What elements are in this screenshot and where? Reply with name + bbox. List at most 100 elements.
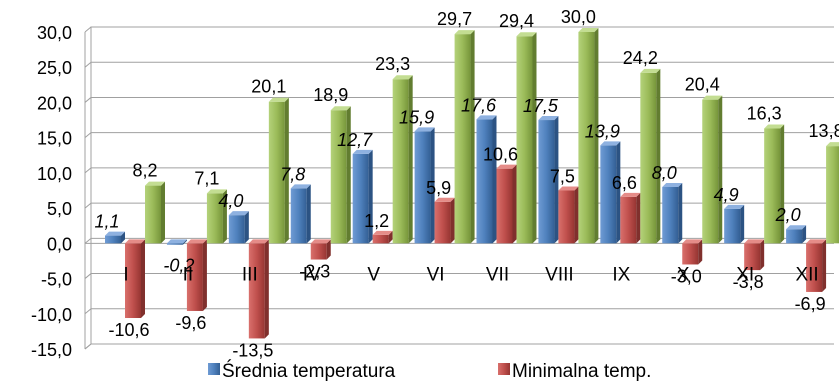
gridline-depth (84, 343, 92, 350)
legend: Średnia temperatura Minimalna temp. (208, 360, 651, 382)
legend-label: Minimalna temp. (512, 361, 651, 382)
bar-series-3 (454, 30, 475, 244)
x-tick-label: VIII (545, 264, 574, 285)
data-labels: 1,1 -10,6 8,2 -0,2 -9,6 7,1 4,0 -13,5 20,1 7,8 -2,… (94, 7, 839, 360)
bar-srednia (290, 184, 311, 244)
label-series-3: 24,2 (623, 48, 658, 68)
bar-srednia (600, 141, 621, 244)
y-tick-label: 25,0 (37, 58, 72, 78)
bar-srednia (166, 239, 187, 245)
gridline-depth (84, 308, 92, 315)
label-srednia: 12,7 (337, 130, 373, 150)
gridline-depth (84, 26, 92, 33)
label-series-3: 18,9 (313, 85, 348, 105)
bar-srednia (662, 182, 683, 244)
label-minimalna: -6,9 (795, 294, 826, 314)
bar-srednia (724, 204, 745, 244)
bar-srednia (352, 149, 373, 244)
bar-series-3 (702, 95, 723, 244)
label-minimalna: -3,0 (671, 266, 702, 286)
x-tick-label: XII (795, 264, 818, 285)
label-series-3: 13,8 (809, 121, 839, 141)
x-tick-label: VII (486, 264, 509, 285)
label-srednia: 4,0 (218, 191, 243, 211)
x-axis-labels: I II III IV V VI VII VIII IX X XI XII (123, 264, 818, 285)
x-tick-label: II (183, 264, 194, 285)
bar-minimalna (620, 192, 641, 244)
bar-series-3 (392, 75, 413, 244)
x-tick-label: X (677, 264, 690, 285)
y-tick-label: 15,0 (37, 129, 72, 149)
bar-srednia (786, 225, 807, 244)
bar-minimalna (372, 230, 393, 244)
bar-minimalna (496, 164, 517, 244)
y-tick-label: 30,0 (37, 23, 72, 43)
bar-srednia (476, 115, 497, 244)
label-srednia: 2,0 (775, 205, 801, 225)
bar-minimalna (558, 186, 579, 244)
label-minimalna: 6,6 (612, 173, 637, 193)
bar-minimalna (310, 239, 331, 260)
label-minimalna: -2,3 (299, 262, 330, 282)
label-srednia: -0,2 (163, 255, 194, 275)
label-srednia: 1,1 (94, 212, 119, 232)
label-series-3: 29,4 (499, 11, 534, 31)
y-tick-label: -10,0 (31, 305, 72, 325)
label-minimalna: 7,5 (550, 167, 575, 187)
bar-minimalna (682, 239, 703, 265)
label-series-3: 8,2 (132, 161, 157, 181)
y-tick-label: 10,0 (37, 164, 72, 184)
bar-srednia (538, 116, 559, 244)
label-series-3: 23,3 (375, 54, 410, 74)
legend-srednia: Średnia temperatura (208, 360, 396, 382)
bar-series-3 (145, 181, 165, 244)
label-series-3: 29,7 (437, 9, 472, 29)
bar-series-3 (578, 28, 599, 244)
bar-minimalna (806, 239, 827, 292)
legend-swatch (498, 363, 510, 375)
label-srednia: 7,8 (280, 164, 305, 184)
bar-minimalna (248, 239, 269, 339)
x-tick-label: VI (427, 264, 445, 285)
label-series-3: 30,0 (561, 7, 596, 27)
x-tick-label: I (123, 264, 128, 285)
bar-minimalna (125, 239, 145, 319)
bar-series-3 (330, 106, 351, 244)
label-series-3: 20,4 (685, 75, 720, 95)
label-srednia: 4,9 (714, 185, 739, 205)
gridline-depth (84, 202, 92, 209)
label-srednia: 17,5 (523, 96, 559, 116)
x-tick-label: XI (736, 264, 754, 285)
y-tick-label: 5,0 (47, 199, 72, 219)
label-minimalna: 1,2 (364, 211, 389, 231)
label-srednia: 13,9 (585, 121, 620, 141)
x-tick-label: IX (612, 264, 630, 285)
x-tick-label: IV (303, 264, 321, 285)
label-minimalna: -9,6 (175, 313, 206, 333)
gridline-depth (84, 237, 92, 244)
bar-series-3 (764, 124, 785, 244)
label-series-3: 7,1 (194, 168, 219, 188)
legend-swatch (208, 363, 220, 375)
bar-series-3 (206, 189, 227, 244)
gridline-depth (84, 97, 92, 103)
bar-srednia (105, 231, 125, 244)
bars (105, 28, 839, 339)
gridline-depth (84, 132, 92, 139)
label-srednia: 8,0 (652, 163, 677, 183)
label-minimalna: -13,5 (232, 340, 273, 360)
bar-series-3 (640, 68, 661, 244)
label-minimalna: -10,6 (108, 320, 149, 340)
y-tick-label: 20,0 (37, 93, 72, 113)
bar-minimalna (744, 239, 765, 271)
label-series-3: 20,1 (251, 77, 286, 97)
y-tick-label: -15,0 (31, 340, 72, 360)
bar-srednia (414, 127, 435, 244)
gridline-depth (84, 167, 92, 174)
gridline-depth (84, 273, 92, 279)
label-minimalna: 5,9 (426, 178, 451, 198)
y-tick-label: 0,0 (47, 234, 72, 254)
label-srednia: 15,9 (399, 107, 434, 127)
legend-label: Średnia temperatura (222, 360, 396, 382)
